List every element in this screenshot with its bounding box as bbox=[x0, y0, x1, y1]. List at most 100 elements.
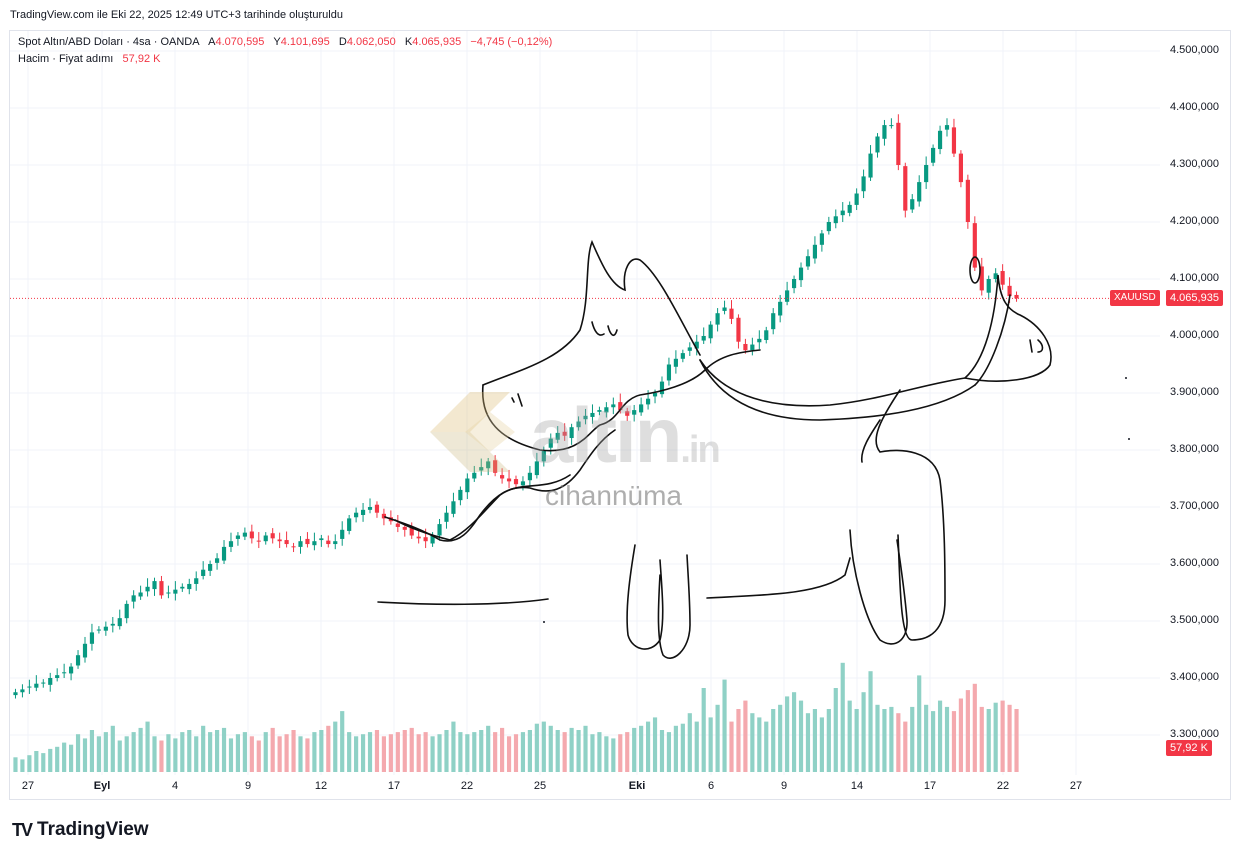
volume-bar bbox=[124, 736, 129, 772]
volume-bar bbox=[437, 734, 442, 772]
volume-bar bbox=[103, 732, 108, 772]
candle-body bbox=[319, 538, 324, 541]
volume-bar bbox=[534, 723, 539, 772]
candle-body bbox=[451, 501, 456, 514]
volume-header: Hacim · Fiyat adımı 57,92 K bbox=[18, 53, 160, 65]
volume-bar bbox=[381, 736, 387, 772]
x-tick-label: 17 bbox=[387, 780, 401, 792]
symbol-title: Spot Altın/ABD Doları · 4sa · OANDA bbox=[18, 36, 200, 48]
candles bbox=[13, 114, 1019, 699]
x-tick-label: 9 bbox=[244, 780, 252, 792]
candle-body bbox=[187, 583, 192, 590]
candle-body bbox=[882, 125, 887, 139]
y-tick-label: 4.200,000 bbox=[1170, 215, 1219, 227]
volume-bar bbox=[951, 711, 957, 772]
volume-bar bbox=[1014, 709, 1019, 772]
volume-value: 57,92 K bbox=[122, 53, 161, 65]
volume-bar bbox=[319, 730, 324, 772]
candle-body bbox=[486, 461, 491, 469]
candle-body bbox=[639, 404, 644, 413]
x-tick-label: 12 bbox=[314, 780, 328, 792]
volume-bar bbox=[764, 721, 769, 772]
symbol-price-tag: XAUUSD bbox=[1110, 290, 1160, 307]
candle-body bbox=[861, 176, 866, 192]
volume-bar bbox=[166, 734, 171, 772]
candle-body bbox=[840, 210, 845, 216]
volume-bar bbox=[298, 736, 303, 772]
candle-body bbox=[263, 535, 268, 542]
volume-bar bbox=[715, 704, 720, 772]
candle-body bbox=[277, 539, 282, 542]
candle-body bbox=[778, 301, 783, 316]
candle-body bbox=[611, 404, 616, 408]
candle-body bbox=[583, 415, 588, 420]
candle-body bbox=[666, 364, 672, 381]
volume-bar bbox=[465, 734, 470, 772]
candle-body bbox=[381, 513, 387, 519]
stray-dot bbox=[543, 621, 545, 623]
volume-bar bbox=[527, 730, 532, 772]
volume-bar bbox=[326, 725, 331, 772]
volume-bar bbox=[347, 732, 352, 772]
candle-body bbox=[875, 136, 880, 153]
volume-bars bbox=[13, 662, 1019, 772]
volume-bar bbox=[826, 709, 831, 772]
candle-body bbox=[96, 629, 101, 631]
candle-body bbox=[701, 336, 706, 341]
ohlc-header: Spot Altın/ABD Doları · 4sa · OANDA A4.0… bbox=[18, 36, 553, 48]
candle-body bbox=[534, 461, 539, 476]
volume-bar bbox=[687, 713, 692, 772]
candle-body bbox=[242, 532, 247, 537]
volume-bar bbox=[958, 698, 963, 772]
volume-bar bbox=[819, 717, 824, 772]
volume-bar bbox=[625, 732, 630, 772]
volume-bar bbox=[270, 727, 275, 772]
candle-body bbox=[194, 578, 199, 584]
volume-bar bbox=[659, 730, 665, 772]
volume-bar bbox=[986, 709, 991, 772]
candle-body bbox=[221, 546, 227, 561]
volume-bar bbox=[729, 721, 734, 772]
volume-bar bbox=[194, 736, 199, 772]
y-tick-label: 3.700,000 bbox=[1170, 500, 1219, 512]
volume-bar bbox=[152, 736, 157, 772]
volume-bar bbox=[117, 740, 122, 772]
candle-body bbox=[305, 538, 310, 545]
volume-bar bbox=[757, 717, 762, 772]
tradingview-brand[interactable]: TV TradingView bbox=[12, 819, 149, 841]
y-tick-label: 4.100,000 bbox=[1170, 272, 1219, 284]
candle-body bbox=[409, 527, 414, 536]
volume-bar bbox=[993, 702, 998, 772]
y-tick-label: 3.800,000 bbox=[1170, 443, 1219, 455]
candle-body bbox=[423, 537, 428, 542]
x-tick-label: 4 bbox=[171, 780, 179, 792]
volume-bar bbox=[395, 732, 400, 772]
y-tick-label: 3.900,000 bbox=[1170, 386, 1219, 398]
candle-body bbox=[729, 308, 734, 319]
candle-body bbox=[847, 204, 852, 213]
y-tick-label: 4.000,000 bbox=[1170, 329, 1219, 341]
candle-body bbox=[117, 618, 122, 627]
volume-bar bbox=[910, 706, 915, 772]
volume-bar bbox=[673, 725, 678, 772]
volume-bar bbox=[506, 736, 512, 772]
volume-bar bbox=[924, 704, 929, 772]
volume-bar bbox=[305, 738, 310, 772]
hand-drawn-overlay bbox=[377, 239, 1052, 659]
candle-body bbox=[937, 130, 943, 150]
open-value: 4.070,595 bbox=[215, 36, 265, 48]
candle-body bbox=[62, 672, 67, 674]
candle-body bbox=[214, 558, 220, 563]
candle-body bbox=[548, 438, 553, 448]
volume-bar bbox=[798, 700, 804, 772]
candle-body bbox=[173, 589, 178, 594]
candle-body bbox=[673, 358, 678, 367]
volume-bar bbox=[562, 732, 567, 772]
volume-bar bbox=[708, 717, 713, 772]
candle-body bbox=[965, 179, 970, 222]
candle-body bbox=[576, 421, 581, 428]
y-tick-label: 3.500,000 bbox=[1170, 614, 1219, 626]
candle-body bbox=[367, 507, 373, 510]
volume-bar bbox=[694, 721, 699, 772]
